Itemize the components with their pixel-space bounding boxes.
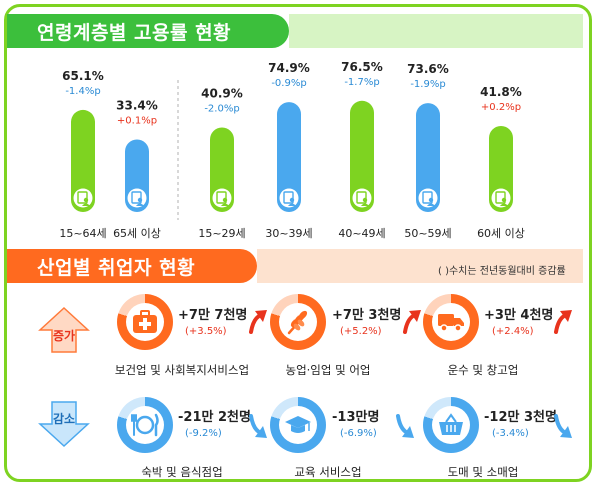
- note-text: ( )수치는 전년동월대비 증감률: [438, 266, 566, 277]
- industry-name: 교육 서비스업: [294, 465, 362, 479]
- industry-employment-banner: 산업별 취업자 현황: [7, 249, 583, 283]
- bar-change-label: -1.7%p: [344, 77, 379, 88]
- shopping-basket-icon: [439, 413, 463, 435]
- bar-group: 65.1% -1.4%p 15~64세: [59, 69, 106, 240]
- bar-change-label: -1.4%p: [65, 86, 100, 97]
- bar: [350, 100, 374, 212]
- bar-group: 33.4% +0.1%p 65세 이상: [113, 98, 161, 240]
- increase-up-arrow-icon: [38, 306, 90, 353]
- person-document-icon: [73, 188, 93, 208]
- person-document-icon: [491, 188, 511, 208]
- bar-group: 76.5% -1.7%p 40~49세: [338, 60, 385, 240]
- industry-change: +7만 3천명: [332, 308, 402, 323]
- person-document-icon: [212, 188, 232, 208]
- industry-change: +7만 7천명: [178, 308, 248, 323]
- bar-change-label: +0.2%p: [481, 102, 521, 113]
- category-label: 40~49세: [338, 227, 385, 240]
- bar-group: 73.6% -1.9%p 50~59세: [404, 62, 451, 240]
- bar-value-label: 40.9%: [201, 86, 243, 100]
- industry-change: -12만 3천명: [484, 410, 557, 425]
- bar-value-label: 33.4%: [116, 98, 158, 112]
- banner-fill: [257, 249, 583, 283]
- bar-value-label: 41.8%: [480, 85, 522, 99]
- banner-fill: [289, 14, 583, 48]
- trend-down-arrow-icon: [554, 414, 572, 438]
- category-label: 15~29세: [198, 227, 245, 240]
- bar-group: 41.8% +0.2%p 60세 이상: [477, 85, 525, 240]
- wheat-icon: [287, 310, 308, 335]
- bar: [416, 103, 440, 212]
- category-label: 60세 이상: [477, 227, 525, 240]
- decrease-down-arrow-icon: [38, 401, 90, 448]
- bar-group: 40.9% -2.0%p 15~29세: [198, 86, 245, 240]
- industry-change: -21만 2천명: [178, 410, 251, 425]
- fork-knife-plate-icon: [131, 413, 159, 437]
- age-employment-title: 연령계층별 고용률 현황: [7, 14, 289, 48]
- industry-name: 농업·임업 및 어업: [285, 363, 371, 377]
- bar-group: 74.9% -0.9%p 30~39세: [265, 61, 312, 240]
- bar: [489, 126, 513, 212]
- industry-change: -13만명: [332, 410, 380, 425]
- trend-down-arrow-icon: [396, 414, 414, 438]
- industry-name: 보건업 및 사회복지서비스업: [114, 363, 250, 377]
- bar-change-label: -2.0%p: [204, 103, 239, 114]
- graduation-cap-icon: [285, 416, 311, 433]
- bar-change-label: +0.1%p: [117, 115, 157, 126]
- bar-value-label: 76.5%: [341, 60, 383, 74]
- truck-icon: [438, 314, 464, 332]
- industry-name: 숙박 및 음식점업: [141, 465, 223, 479]
- industry-change: +3만 4천명: [484, 308, 554, 323]
- person-document-icon: [127, 188, 147, 208]
- trend-down-arrow-icon: [249, 414, 267, 438]
- industry-rate: (+2.4%): [492, 326, 534, 337]
- bar-value-label: 65.1%: [62, 69, 104, 83]
- bar-change-label: -0.9%p: [271, 78, 306, 89]
- increase-label: 증가: [52, 329, 76, 343]
- industry-name: 운수 및 창고업: [447, 363, 519, 377]
- industry-rate: (-9.2%): [185, 428, 222, 439]
- bar-value-label: 73.6%: [407, 62, 449, 76]
- person-document-icon: [418, 188, 438, 208]
- industry-employment-title: 산업별 취업자 현황: [7, 249, 257, 283]
- bar-value-label: 74.9%: [268, 61, 310, 75]
- category-label: 50~59세: [404, 227, 451, 240]
- person-document-icon: [279, 188, 299, 208]
- bar: [71, 109, 95, 212]
- bar: [277, 102, 301, 212]
- first-aid-kit-icon: [133, 310, 157, 333]
- industry-rate: (+3.5%): [185, 326, 227, 337]
- bar-change-label: -1.9%p: [410, 79, 445, 90]
- trend-up-arrow-icon: [403, 310, 421, 334]
- industry-name: 도매 및 소매업: [447, 465, 519, 479]
- trend-up-arrow-icon: [249, 310, 267, 334]
- decrease-label: 감소: [52, 412, 76, 426]
- category-label: 30~39세: [265, 227, 312, 240]
- industry-rate: (-3.4%): [492, 428, 529, 439]
- trend-up-arrow-icon: [554, 310, 572, 334]
- age-employment-banner: 연령계층별 고용률 현황: [7, 14, 583, 48]
- industry-rate: (-6.9%): [340, 428, 377, 439]
- industry-rate: (+5.2%): [340, 326, 382, 337]
- category-label: 65세 이상: [113, 227, 161, 240]
- person-document-icon: [352, 188, 372, 208]
- category-label: 15~64세: [59, 227, 106, 240]
